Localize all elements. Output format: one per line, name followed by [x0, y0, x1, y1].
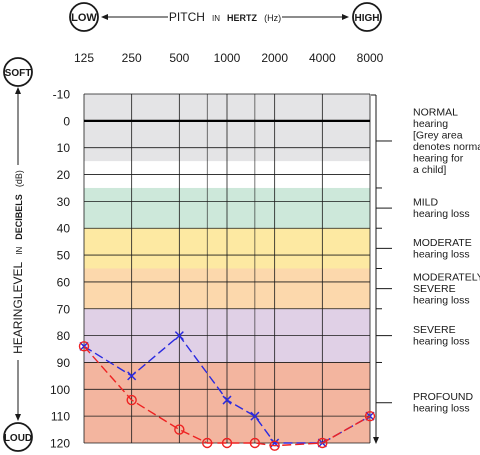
pitch-axis-title: PITCH IN HERTZ (Hz)	[169, 10, 281, 24]
level-axis-unit: DECIBELS	[14, 194, 24, 240]
x-tick-500: 500	[169, 51, 189, 65]
grid	[83, 93, 371, 444]
y-tick-70: 70	[57, 302, 71, 316]
y-tick-90: 90	[57, 356, 71, 370]
category-line-hearing-loss: hearing loss	[413, 336, 470, 348]
x-tick-labels: 125 250 500 1000 2000 4000 8000	[74, 51, 384, 65]
y-tick-10: 10	[57, 141, 71, 155]
low-badge: LOW	[69, 2, 99, 32]
series-1-point-500-80	[174, 331, 184, 341]
series-1-point-1000-104-stroke-b	[222, 395, 232, 405]
category-line-hearing-loss: hearing loss	[413, 294, 470, 306]
series-2-point-1500-120	[249, 437, 261, 449]
level-axis-suffix: (dB)	[14, 170, 24, 187]
y-tick-80: 80	[57, 329, 71, 343]
level-axis-title: HEARINGLEVEL IN DECIBELS (dB)	[11, 170, 25, 354]
series-2-point-125-84	[78, 341, 90, 352]
category-line-denotes-normal: denotes normal	[413, 141, 480, 153]
y-tick-110: 110	[51, 410, 70, 424]
series-2-point-750-120	[202, 437, 213, 449]
soft-badge: SOFT	[3, 57, 33, 87]
y-tick-30: 30	[57, 195, 71, 209]
x-tick-4000: 4000	[309, 51, 336, 65]
series-1-point-250-95-stroke-b	[127, 371, 137, 381]
x-tick-2000: 2000	[261, 51, 288, 65]
category-line-hearing-loss: hearing loss	[413, 248, 470, 260]
y-tick-60: 60	[57, 275, 71, 289]
category-line-severe: SEVERE	[413, 283, 456, 295]
category-line-normal: NORMAL	[413, 106, 458, 118]
series-2-point-2000-121	[269, 440, 280, 451]
series-2-point-8000-110	[364, 410, 376, 422]
bracket-arrowhead	[373, 437, 379, 444]
category-line-severe: SEVERE	[413, 324, 456, 336]
pitch-axis-unit: HERTZ	[227, 13, 257, 23]
x-tick-250: 250	[122, 51, 142, 65]
series-2-point-4000-120	[317, 437, 328, 449]
category-label-moderate: MODERATE hearing loss	[413, 237, 472, 261]
loud-label: LOUD	[4, 433, 32, 444]
pitch-axis-suffix: (Hz)	[264, 13, 281, 23]
category-line-grey-area: [Grey area	[413, 129, 463, 141]
series-2-point-500-115	[174, 424, 185, 435]
pitch-axis-prefix: PITCH	[169, 10, 205, 24]
category-line-a-child: a child]	[413, 164, 446, 176]
y-tick-0: 0	[63, 114, 70, 128]
category-line-hearing-for: hearing for	[413, 152, 464, 164]
y-tick-100: 100	[50, 383, 70, 397]
y-tick-40: 40	[57, 222, 71, 236]
category-label-severe: SEVERE hearing loss	[413, 324, 470, 348]
category-label-normal: NORMAL hearing [Grey area denotes normal hea…	[413, 106, 480, 176]
x-tick-1000: 1000	[214, 51, 241, 65]
series-2-point-1000-120	[221, 437, 233, 449]
category-line-moderate: MODERATE	[413, 237, 472, 249]
x-tick-8000: 8000	[357, 51, 384, 65]
y-tick-50: 50	[57, 249, 71, 263]
category-label-moderately: MODERATELY SEVERE hearing loss	[413, 271, 480, 306]
high-badge: HIGH	[352, 2, 382, 32]
series-1-point-500-80-stroke-b	[174, 331, 184, 341]
y-tick-labels: -10 0 10 20 30 40 50 60 70 80 90 100 110 120	[50, 88, 70, 451]
y-tick-20: 20	[57, 168, 71, 182]
series-1-point-1000-104	[222, 395, 232, 405]
series-1-point-250-95	[127, 371, 137, 381]
x-tick-125: 125	[74, 51, 94, 65]
category-line-hearing-loss: hearing loss	[413, 403, 470, 415]
category-line-hearing-loss: hearing loss	[413, 208, 470, 220]
series-1-point-1500-110	[250, 411, 260, 421]
category-brackets: NORMAL hearing [Grey area denotes normal hea…	[371, 94, 480, 444]
level-axis-in: IN	[15, 247, 24, 255]
category-line-profound: PROFOUND	[413, 391, 474, 403]
level-axis-prefix: HEARINGLEVEL	[11, 262, 25, 354]
category-label-profound: PROFOUND hearing loss	[413, 391, 474, 415]
y-tick--10: -10	[53, 88, 71, 102]
series-2-point-250-104	[126, 394, 137, 406]
pitch-axis-in: IN	[212, 14, 220, 23]
category-line-hearing: hearing	[413, 118, 448, 130]
low-label: LOW	[71, 12, 97, 24]
series-layer	[78, 331, 376, 451]
high-label: HIGH	[355, 13, 380, 24]
series-1-point-1500-110-stroke-b	[250, 411, 260, 421]
category-line-moderately: MODERATELY	[413, 271, 480, 283]
category-line-mild: MILD	[413, 197, 439, 209]
level-arrow	[15, 87, 21, 421]
category-label-mild: MILD hearing loss	[413, 197, 470, 221]
loud-badge: LOUD	[3, 422, 33, 452]
soft-label: SOFT	[5, 68, 32, 79]
pitch-arrow	[101, 14, 349, 20]
y-tick-120: 120	[50, 437, 70, 451]
